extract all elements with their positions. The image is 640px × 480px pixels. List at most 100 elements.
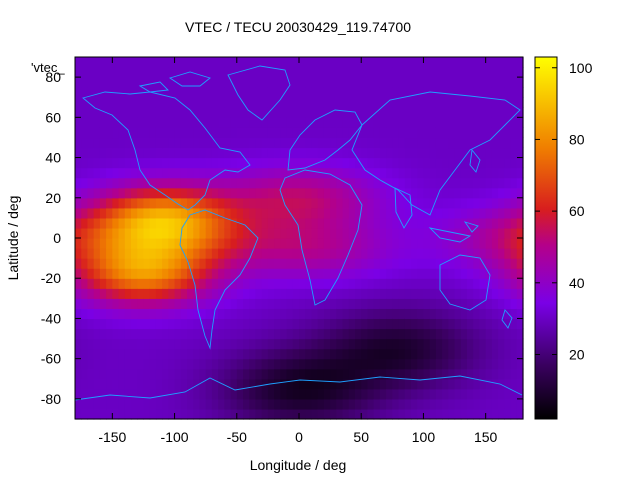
heatmap-cell xyxy=(323,358,331,370)
heatmap-cell xyxy=(404,157,412,169)
heatmap-cell xyxy=(442,167,449,179)
heatmap-cell xyxy=(417,207,425,219)
heatmap-cell xyxy=(274,107,281,118)
heatmap-cell xyxy=(143,147,151,159)
heatmap-cell xyxy=(392,187,400,199)
heatmap-cell xyxy=(336,338,344,350)
heatmap-cell xyxy=(435,57,443,68)
heatmap-cell xyxy=(193,278,201,289)
heatmap-cell xyxy=(124,77,132,88)
heatmap-cell xyxy=(355,197,362,209)
heatmap-cell xyxy=(131,127,138,139)
heatmap-cell xyxy=(286,107,294,118)
heatmap-cell xyxy=(230,57,238,68)
heatmap-cell xyxy=(317,77,325,88)
heatmap-cell xyxy=(498,348,505,360)
heatmap-cell xyxy=(473,117,481,128)
heatmap-cell xyxy=(255,57,263,68)
heatmap-cell xyxy=(267,137,275,149)
heatmap-cell xyxy=(448,77,456,88)
heatmap-cell xyxy=(143,157,151,169)
heatmap-cell xyxy=(218,308,225,320)
heatmap-cell xyxy=(323,298,331,309)
heatmap-cell xyxy=(230,207,238,219)
heatmap-cell xyxy=(261,177,269,189)
heatmap-cell xyxy=(379,398,387,410)
heatmap-cell xyxy=(367,107,375,118)
heatmap-cell xyxy=(286,298,294,309)
heatmap-cell xyxy=(131,288,138,299)
heatmap-cell xyxy=(99,238,107,249)
heatmap-cell xyxy=(404,197,412,209)
heatmap-cell xyxy=(112,117,120,128)
heatmap-cell xyxy=(255,278,263,289)
heatmap-cell xyxy=(112,167,120,179)
heatmap-cell xyxy=(199,57,207,68)
heatmap-cell xyxy=(485,217,493,229)
heatmap-cell xyxy=(299,248,306,259)
heatmap-cell xyxy=(205,248,213,259)
heatmap-cell xyxy=(398,368,406,380)
heatmap-cell xyxy=(99,97,107,108)
heatmap-cell xyxy=(392,378,400,390)
heatmap-cell xyxy=(442,298,449,309)
heatmap-cell xyxy=(81,248,89,259)
heatmap-cell xyxy=(199,288,207,299)
heatmap-cell xyxy=(442,308,449,320)
heatmap-cell xyxy=(124,127,132,139)
heatmap-cell xyxy=(355,117,362,128)
heatmap-cell xyxy=(162,57,169,68)
heatmap-cell xyxy=(442,147,449,159)
heatmap-cell xyxy=(417,248,425,259)
heatmap-cell xyxy=(137,167,145,179)
heatmap-cell xyxy=(255,157,263,169)
heatmap-cell xyxy=(305,388,313,400)
heatmap-cell xyxy=(255,328,263,340)
heatmap-cell xyxy=(118,167,126,179)
heatmap-cell xyxy=(429,328,437,340)
heatmap-cell xyxy=(274,117,281,128)
heatmap-cell xyxy=(435,67,443,78)
heatmap-cell xyxy=(342,348,350,360)
heatmap-cell xyxy=(498,278,505,289)
heatmap-cell xyxy=(211,258,219,269)
heatmap-cell xyxy=(342,258,350,269)
heatmap-cell xyxy=(106,117,113,128)
heatmap-cell xyxy=(174,217,182,229)
heatmap-cell xyxy=(155,137,163,149)
heatmap-cell xyxy=(205,268,213,279)
heatmap-cell xyxy=(193,117,201,128)
heatmap-cell xyxy=(348,328,356,340)
heatmap-cell xyxy=(336,398,344,410)
heatmap-cell xyxy=(261,348,269,360)
heatmap-cell xyxy=(81,308,89,320)
y-tick-label: -20 xyxy=(41,270,61,286)
heatmap-cell xyxy=(118,248,126,259)
heatmap-cell xyxy=(411,147,418,159)
heatmap-cell xyxy=(199,278,207,289)
heatmap-cell xyxy=(355,258,362,269)
heatmap-cell xyxy=(498,227,505,239)
heatmap-cell xyxy=(261,328,269,340)
heatmap-cell xyxy=(112,77,120,88)
heatmap-cell xyxy=(93,358,101,370)
heatmap-cell xyxy=(180,157,188,169)
heatmap-cell xyxy=(292,248,300,259)
heatmap-cell xyxy=(180,217,188,229)
heatmap-cell xyxy=(404,177,412,189)
heatmap-cell xyxy=(193,378,201,390)
heatmap-cell xyxy=(330,248,337,259)
heatmap-cell xyxy=(193,227,201,239)
heatmap-cell xyxy=(286,278,294,289)
heatmap-cell xyxy=(498,117,505,128)
heatmap-cell xyxy=(267,398,275,410)
heatmap-cell xyxy=(124,288,132,299)
heatmap-cell xyxy=(81,87,89,98)
heatmap-cell xyxy=(485,57,493,68)
heatmap-cell xyxy=(454,338,462,350)
heatmap-cell xyxy=(168,167,176,179)
heatmap-cell xyxy=(367,238,375,249)
heatmap-cell xyxy=(243,368,250,380)
heatmap-cell xyxy=(404,338,412,350)
coast-indonesia xyxy=(428,221,479,243)
